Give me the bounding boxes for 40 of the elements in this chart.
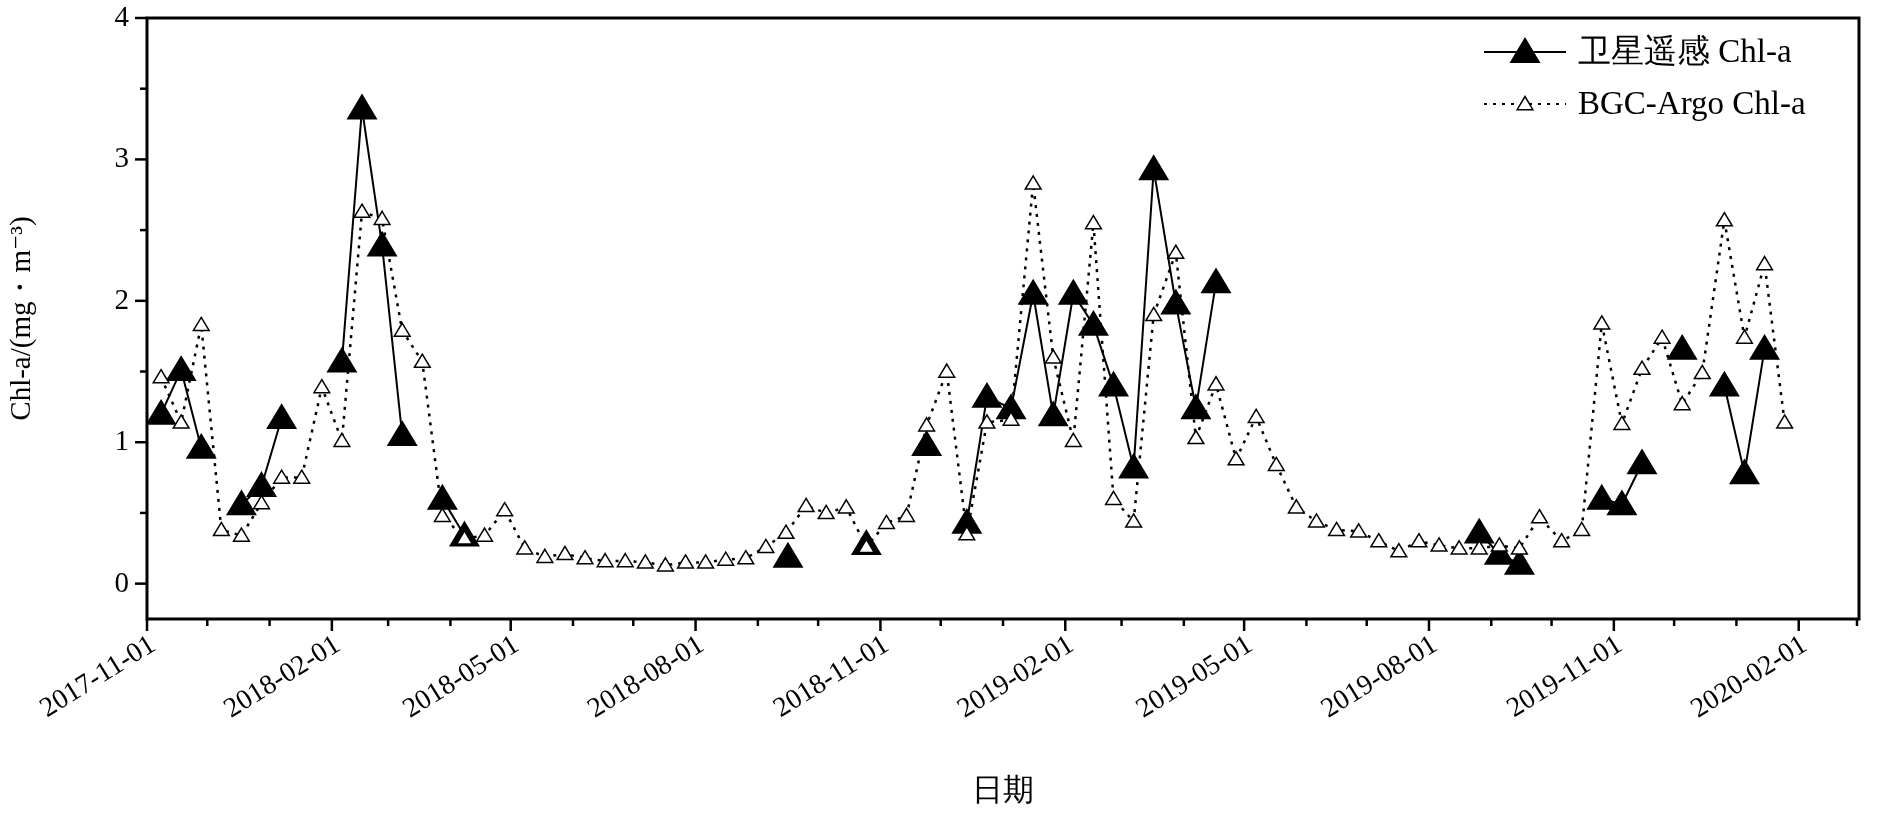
point <box>1160 289 1191 315</box>
y-tick-label: 0 <box>114 565 129 598</box>
point <box>166 355 197 381</box>
y-tick-label: 3 <box>114 141 129 174</box>
legend-label: BGC-Argo Chl-a <box>1578 85 1806 121</box>
point <box>146 399 176 425</box>
point <box>972 382 1002 408</box>
point <box>1180 394 1211 420</box>
legend-label: 卫星遥感 Chl-a <box>1578 33 1792 69</box>
point <box>1098 371 1129 397</box>
point <box>1749 334 1780 360</box>
point <box>1118 453 1149 479</box>
point <box>1038 401 1069 427</box>
point <box>1729 459 1760 485</box>
point <box>427 484 458 510</box>
point <box>1667 334 1698 360</box>
point <box>266 403 297 430</box>
point <box>387 420 418 447</box>
point <box>1018 279 1049 305</box>
x-axis-title: 日期 <box>972 772 1034 807</box>
point <box>326 347 357 373</box>
point <box>367 231 398 257</box>
point <box>1058 279 1089 305</box>
point <box>186 433 217 459</box>
y-tick-label: 2 <box>114 282 129 315</box>
point <box>1201 268 1231 294</box>
point <box>1078 310 1109 336</box>
point <box>911 430 942 456</box>
point <box>1464 518 1495 544</box>
point <box>1138 155 1169 181</box>
point <box>773 542 803 568</box>
y-axis-title: Chl-a/(mg・m⁻³) <box>4 216 37 421</box>
point <box>226 490 257 516</box>
y-tick-label: 4 <box>114 0 130 32</box>
point <box>246 471 277 497</box>
point <box>1627 449 1657 475</box>
point <box>1606 490 1637 516</box>
point <box>347 94 377 120</box>
point <box>1709 371 1740 397</box>
y-tick-label: 1 <box>114 424 129 457</box>
